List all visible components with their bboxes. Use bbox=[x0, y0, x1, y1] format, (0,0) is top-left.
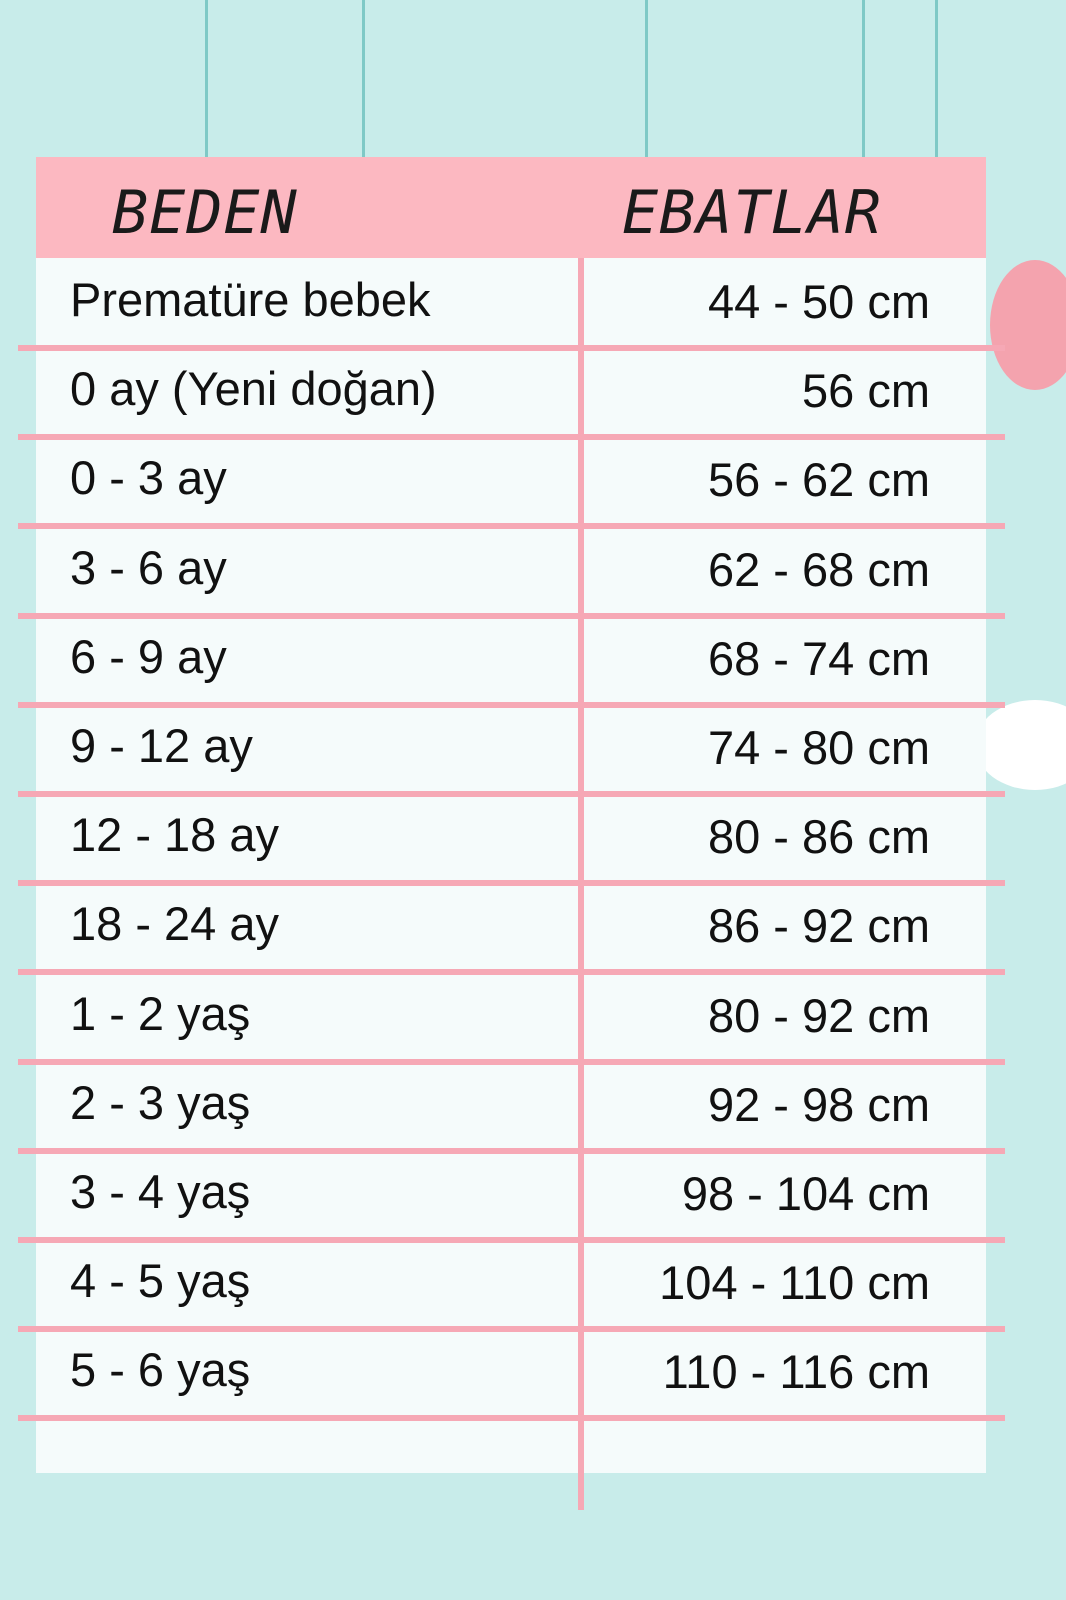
dimension-cell: 56 cm bbox=[802, 364, 930, 418]
table-row: 3 - 4 yaş 98 - 104 cm bbox=[0, 1150, 1066, 1239]
decorative-pink-shape bbox=[990, 260, 1066, 390]
size-cell: 0 - 3 ay bbox=[70, 451, 227, 505]
size-cell: 12 - 18 ay bbox=[70, 808, 280, 862]
row-divider bbox=[18, 1147, 1005, 1154]
size-cell: Prematüre bebek bbox=[70, 273, 431, 326]
size-cell: 18 - 24 ay bbox=[70, 897, 280, 951]
size-cell: 5 - 6 yaş bbox=[70, 1343, 251, 1397]
dimension-cell: 68 - 74 cm bbox=[707, 631, 930, 685]
table-row: 18 - 24 ay 86 - 92 cm bbox=[0, 882, 1066, 971]
dimension-cell: 104 - 110 cm bbox=[659, 1256, 930, 1310]
size-cell: 2 - 3 yaş bbox=[70, 1075, 251, 1129]
decorative-string bbox=[362, 0, 365, 160]
decorative-string bbox=[935, 0, 938, 160]
row-divider bbox=[18, 345, 1005, 351]
row-divider bbox=[18, 1058, 1005, 1065]
row-divider bbox=[18, 1326, 1005, 1333]
row-divider bbox=[18, 880, 1005, 887]
dimension-cell: 92 - 98 cm bbox=[707, 1077, 930, 1131]
table-row: 0 - 3 ay 56 - 62 cm bbox=[0, 436, 1066, 525]
size-cell: 1 - 2 yaş bbox=[70, 986, 251, 1040]
dimension-cell: 74 - 80 cm bbox=[707, 721, 930, 774]
dimension-cell: 44 - 50 cm bbox=[707, 275, 930, 328]
table-row: 3 - 6 ay 62 - 68 cm bbox=[0, 526, 1066, 615]
row-divider bbox=[18, 969, 1005, 976]
table-row: 5 - 6 yaş 110 - 116 cm bbox=[0, 1328, 1066, 1417]
decorative-cloud bbox=[975, 700, 1066, 790]
size-cell: 9 - 12 ay bbox=[70, 719, 253, 772]
row-divider bbox=[18, 434, 1005, 441]
size-cell: 3 - 6 ay bbox=[70, 540, 227, 594]
table-header bbox=[36, 157, 986, 258]
header-size: BEDEN bbox=[112, 178, 298, 248]
dimension-cell: 98 - 104 cm bbox=[681, 1167, 930, 1220]
table-row: 4 - 5 yaş 104 - 110 cm bbox=[0, 1239, 1066, 1328]
row-divider bbox=[18, 1415, 1005, 1422]
table-row: 0 ay (Yeni doğan) 56 cm bbox=[0, 347, 1066, 436]
decorative-string bbox=[645, 0, 648, 160]
size-cell: 6 - 9 ay bbox=[70, 629, 227, 683]
row-divider bbox=[18, 791, 1005, 797]
dimension-cell: 80 - 92 cm bbox=[707, 988, 930, 1042]
dimension-cell: 56 - 62 cm bbox=[707, 453, 930, 507]
header-dimensions: EBATLAR bbox=[622, 178, 882, 248]
table-row: 9 - 12 ay 74 - 80 cm bbox=[0, 704, 1066, 793]
row-divider bbox=[18, 612, 1005, 619]
table-row: 6 - 9 ay 68 - 74 cm bbox=[0, 615, 1066, 704]
table-row: Prematüre bebek 44 - 50 cm bbox=[0, 258, 1066, 347]
row-divider bbox=[18, 523, 1005, 530]
size-chart-card bbox=[36, 157, 986, 1473]
size-cell: 3 - 4 yaş bbox=[70, 1165, 251, 1218]
size-cell: 0 ay (Yeni doğan) bbox=[70, 362, 437, 416]
dimension-cell: 62 - 68 cm bbox=[707, 542, 930, 596]
table-row: 12 - 18 ay 80 - 86 cm bbox=[0, 793, 1066, 882]
decorative-string bbox=[862, 0, 865, 160]
table-row: 1 - 2 yaş 80 - 92 cm bbox=[0, 972, 1066, 1061]
dimension-cell: 86 - 92 cm bbox=[707, 899, 930, 953]
row-divider bbox=[18, 1237, 1005, 1243]
dimension-cell: 110 - 116 cm bbox=[662, 1345, 930, 1399]
table-row: 2 - 3 yaş 92 - 98 cm bbox=[0, 1061, 1066, 1150]
dimension-cell: 80 - 86 cm bbox=[707, 810, 930, 864]
row-divider bbox=[18, 701, 1005, 708]
size-cell: 4 - 5 yaş bbox=[70, 1254, 251, 1308]
decorative-string bbox=[205, 0, 208, 160]
